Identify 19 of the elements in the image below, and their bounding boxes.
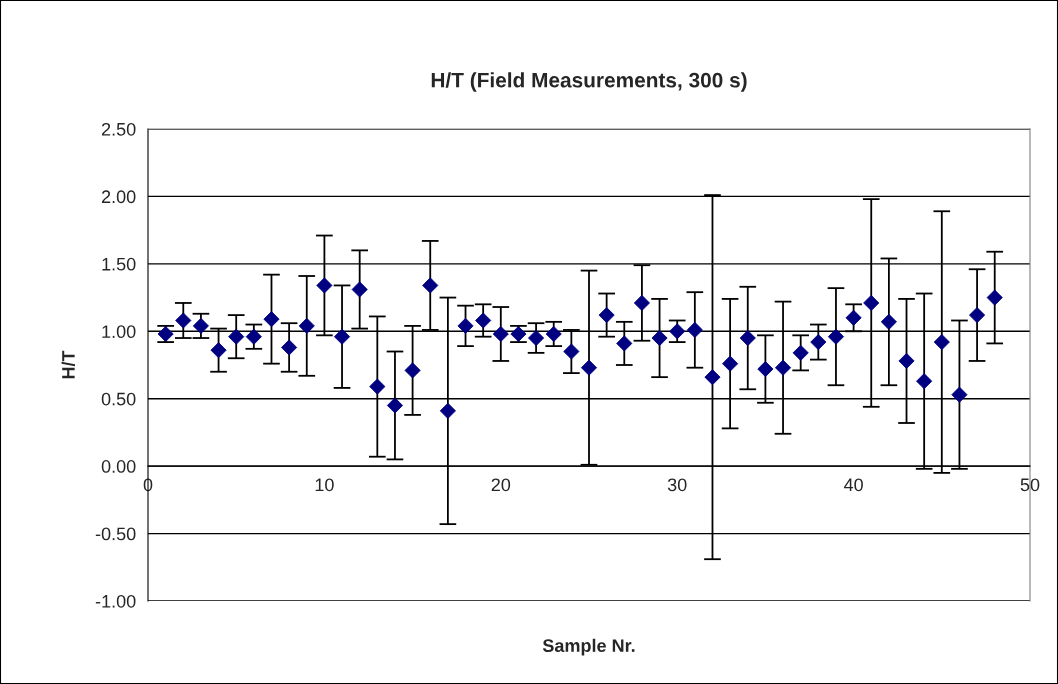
x-tick-label: 10 <box>315 478 334 492</box>
y-tick-label: 1.00 <box>102 325 136 339</box>
y-tick-label: -0.50 <box>95 527 136 541</box>
point <box>898 352 915 369</box>
point <box>704 369 721 386</box>
x-tick-label: 30 <box>667 478 687 492</box>
y-axis-title: H/T <box>61 350 75 379</box>
x-tick-label: 20 <box>491 478 511 492</box>
point <box>845 309 862 326</box>
x-tick-label: 50 <box>1020 478 1040 492</box>
x-tick-label: 40 <box>843 478 863 492</box>
chart-title: H/T (Field Measurements, 300 s) <box>431 72 747 92</box>
y-tick-label: 2.00 <box>101 190 136 204</box>
y-tick-label: -1.00 <box>95 594 136 608</box>
x-axis-title: Sample Nr. <box>542 638 635 656</box>
y-tick-label: 2.50 <box>101 122 136 136</box>
y-tick-label: 1.50 <box>102 257 136 271</box>
y-tick-label: 0.00 <box>101 460 136 473</box>
y-tick-label: 0.50 <box>101 392 136 406</box>
